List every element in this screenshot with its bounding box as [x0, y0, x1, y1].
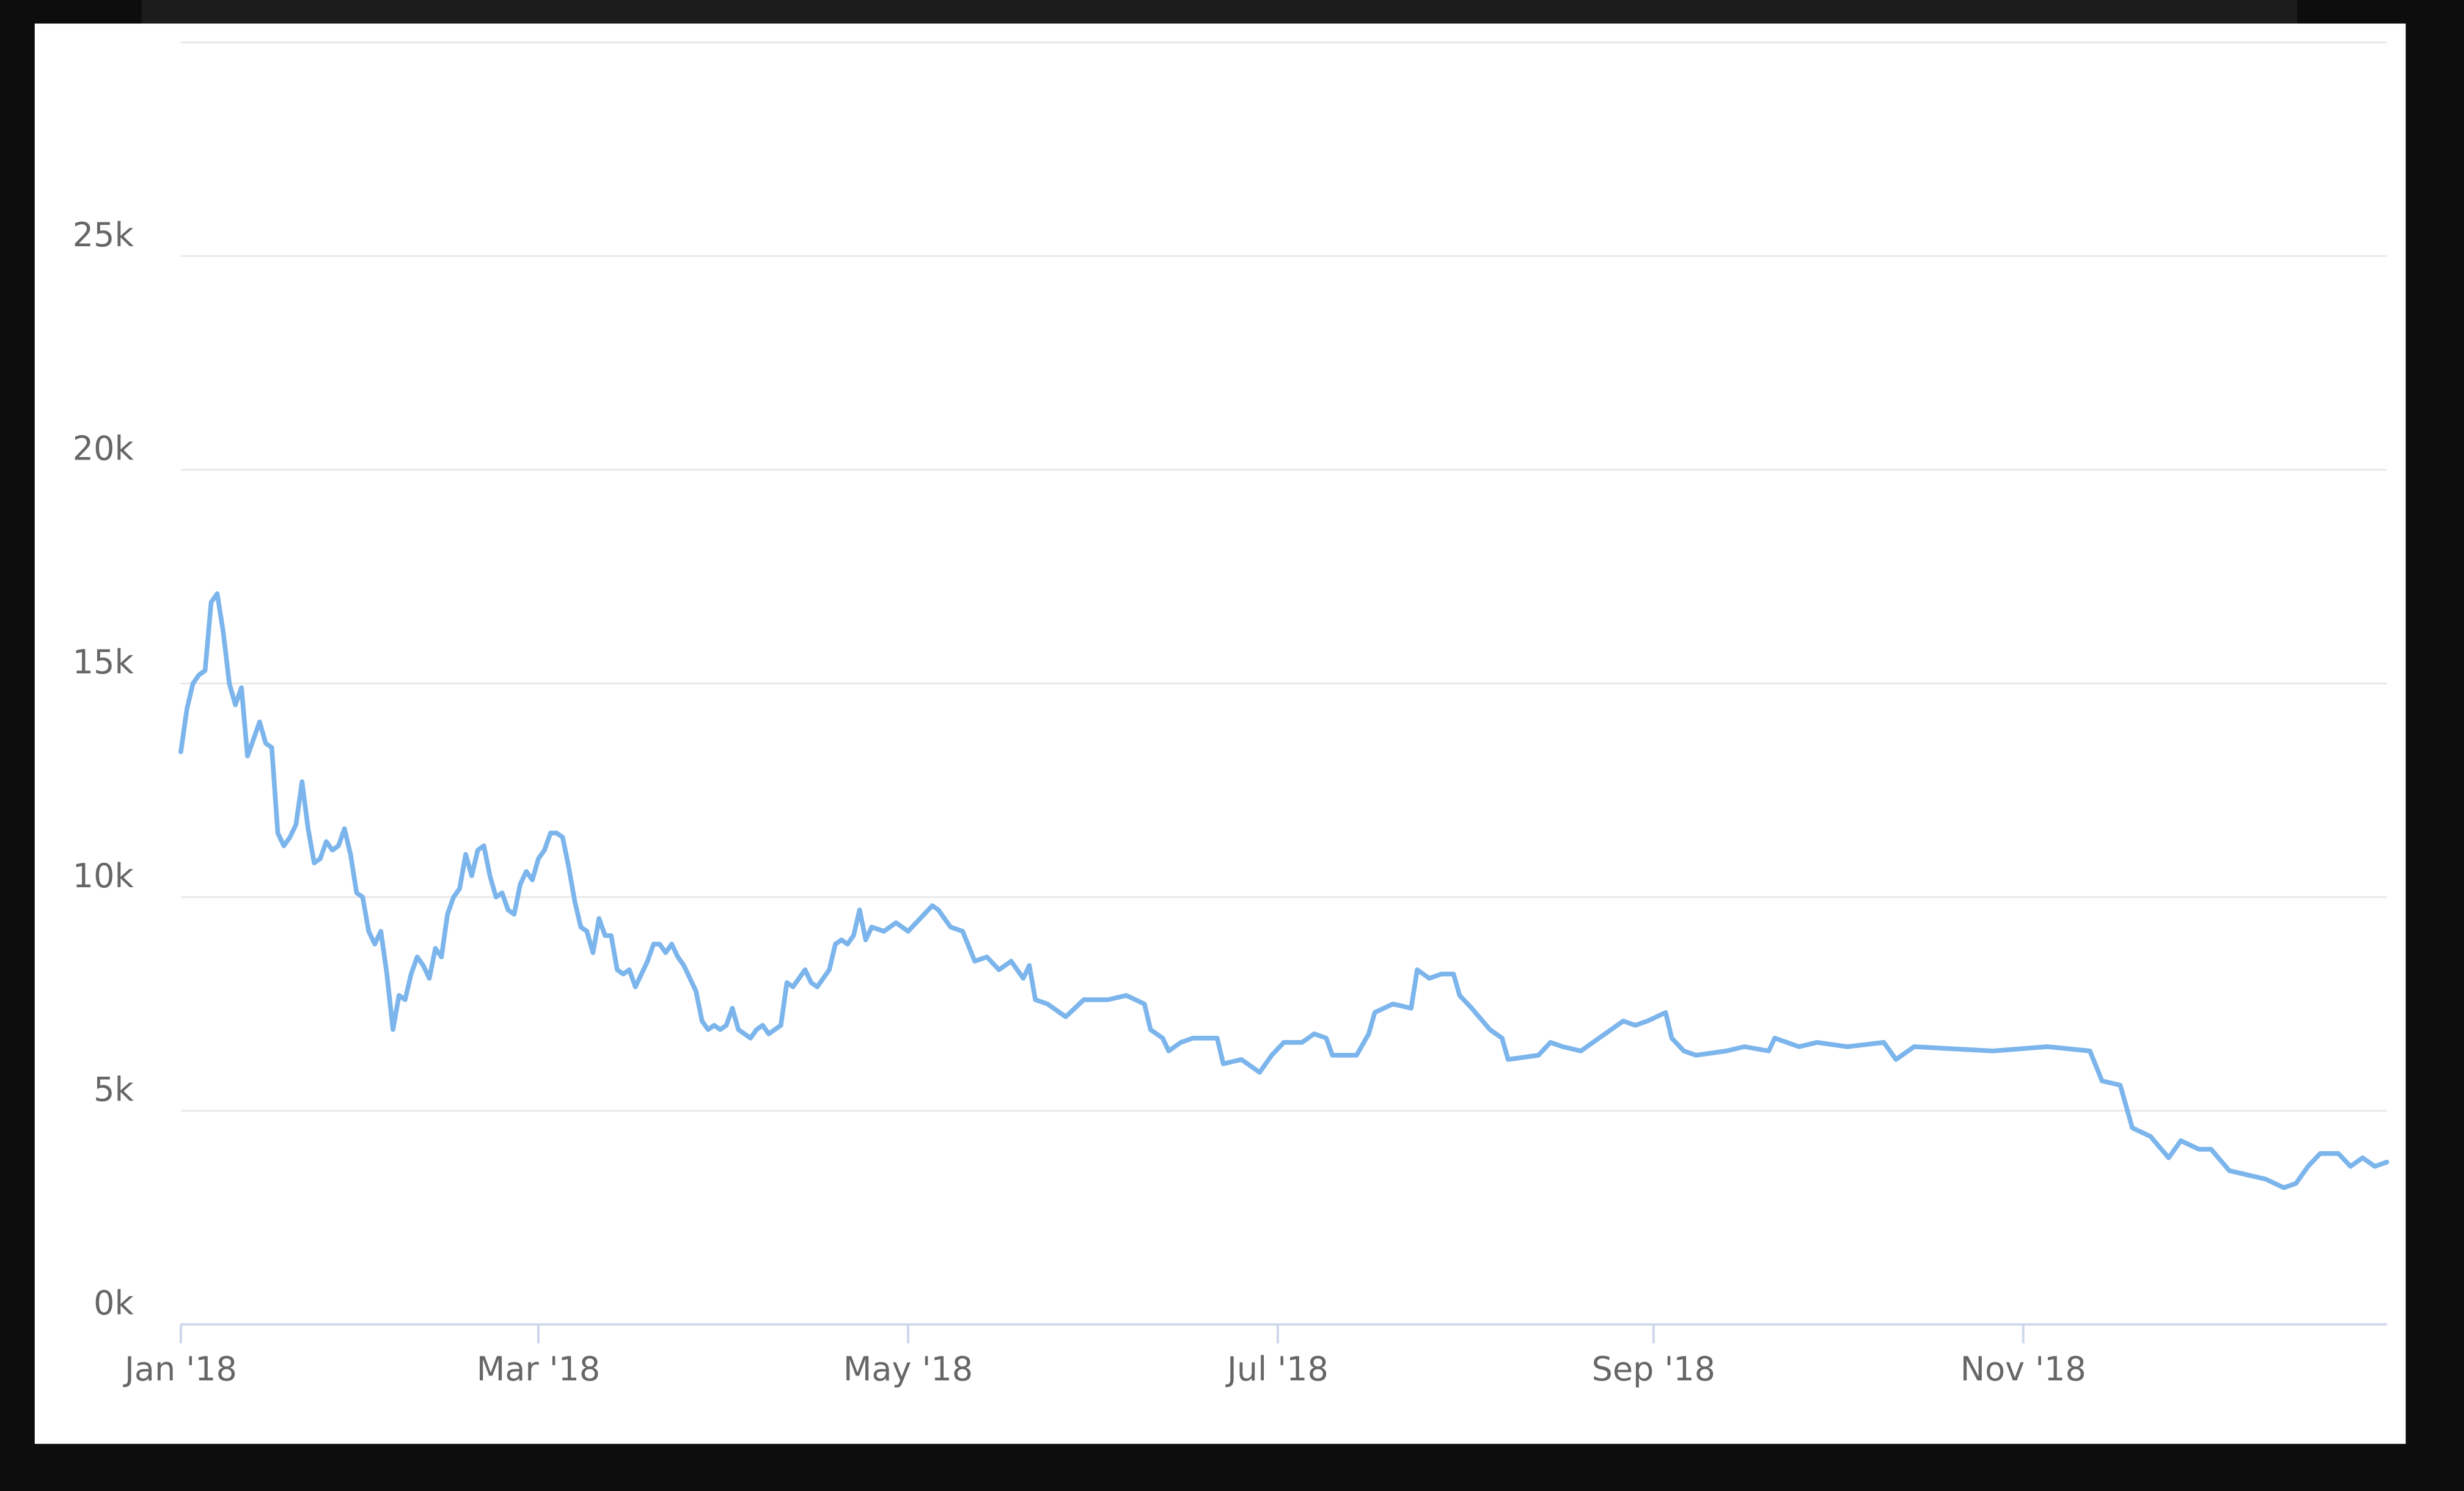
y-tick-label: 10k — [73, 857, 134, 895]
x-tick-label: Jan '18 — [123, 1350, 237, 1388]
data-line — [178, 591, 2389, 1190]
x-tick-label: Jul '18 — [1225, 1350, 1329, 1388]
x-tick-label: May '18 — [843, 1350, 973, 1388]
y-tick-label: 0k — [94, 1284, 134, 1322]
x-tick-label: Mar '18 — [477, 1350, 601, 1388]
y-tick-label: 15k — [73, 643, 134, 681]
y-tick-label: 25k — [73, 216, 134, 254]
y-tick-label: 20k — [73, 430, 134, 468]
x-tick-label: Sep '18 — [1592, 1350, 1715, 1388]
x-tick-label: Nov '18 — [1960, 1350, 2086, 1388]
chart-panel — [34, 23, 2406, 1444]
y-tick-label: 5k — [94, 1071, 134, 1109]
top-bar — [141, 0, 2298, 24]
